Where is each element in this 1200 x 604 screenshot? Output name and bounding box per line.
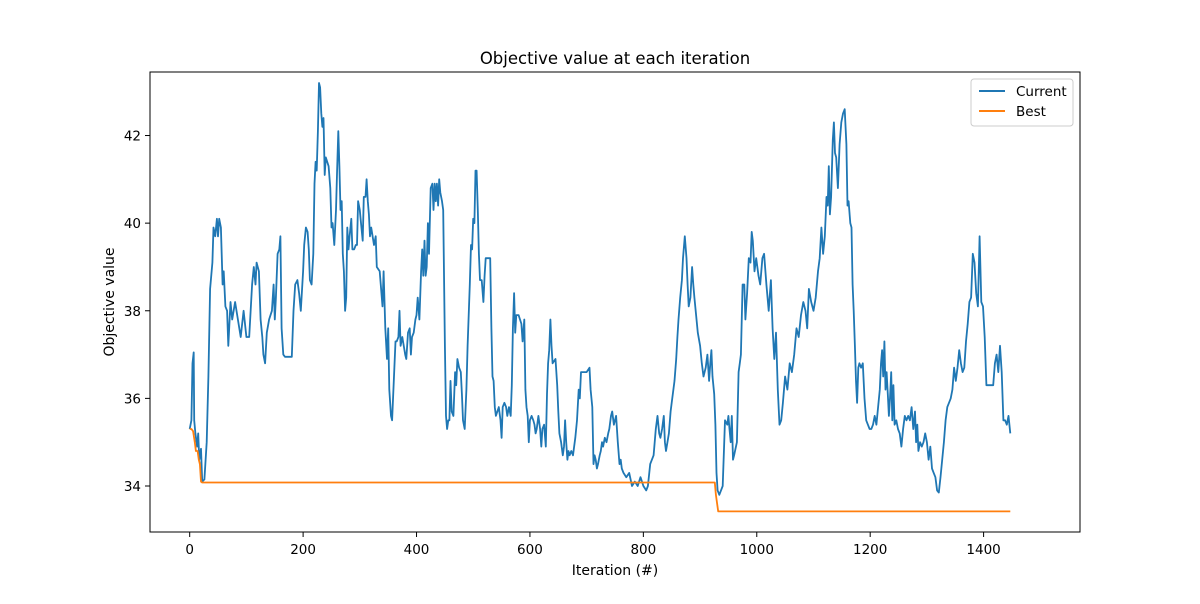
- x-tick-label: 1200: [853, 542, 887, 558]
- y-tick-label: 42: [124, 129, 141, 145]
- x-tick-label: 0: [185, 542, 194, 558]
- x-axis: 0 200 400 600 800 1000 1200 1400: [185, 532, 1001, 558]
- plot-frame: [149, 71, 1081, 533]
- legend-label-current: Current: [1016, 84, 1067, 100]
- x-tick-label: 1000: [740, 542, 774, 558]
- legend: Current Best: [970, 78, 1074, 127]
- x-tick-label: 800: [630, 542, 656, 558]
- x-tick-label: 400: [404, 542, 430, 558]
- plot-area: [188, 82, 1012, 513]
- y-tick-label: 40: [124, 216, 141, 232]
- y-tick-label: 36: [124, 391, 141, 407]
- y-tick-label: 34: [124, 479, 141, 495]
- x-tick-label: 1400: [966, 542, 1000, 558]
- legend-label-best: Best: [1016, 104, 1046, 120]
- y-axis-label: Objective value: [102, 247, 118, 356]
- y-axis: 34 36 38 40 42: [124, 129, 150, 495]
- x-tick-label: 600: [517, 542, 543, 558]
- x-axis-label: Iteration (#): [572, 563, 659, 579]
- chart-title: Objective value at each iteration: [480, 49, 750, 68]
- series-line-current: [188, 82, 1012, 496]
- x-tick-label: 200: [290, 542, 316, 558]
- series-line-best: [189, 428, 1011, 513]
- y-tick-label: 38: [124, 304, 141, 320]
